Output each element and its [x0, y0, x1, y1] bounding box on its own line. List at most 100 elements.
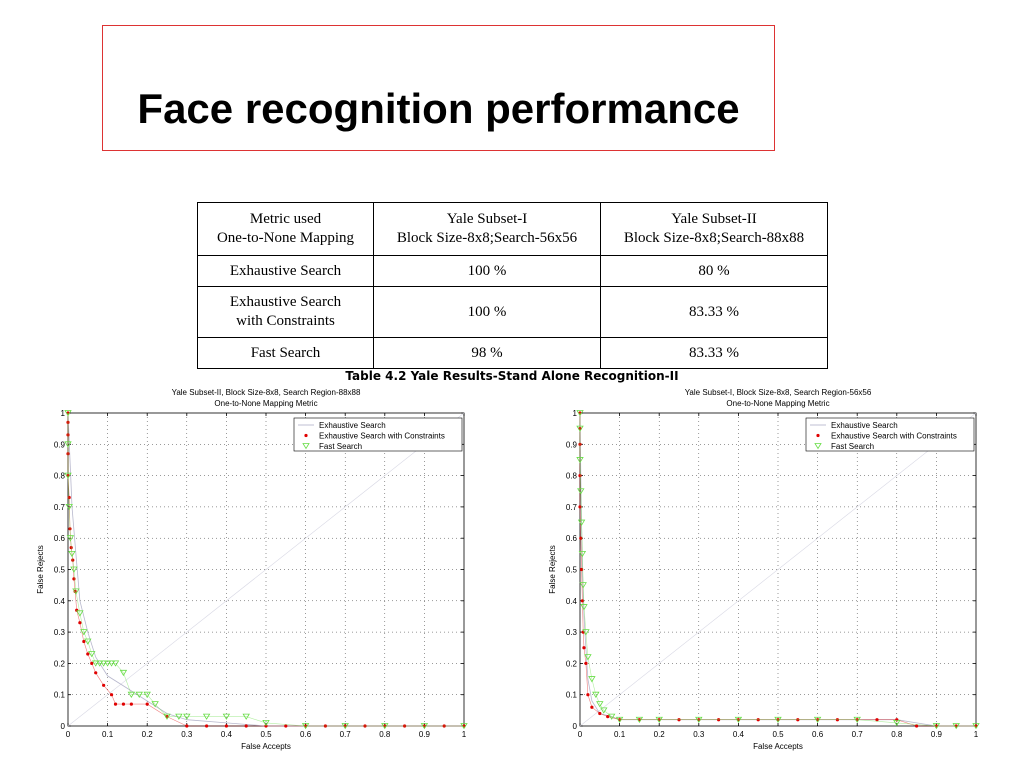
- data-point: [244, 724, 248, 728]
- data-point: [129, 702, 133, 706]
- diagonal-line: [67, 412, 465, 727]
- data-point: [579, 536, 583, 540]
- data-point: [67, 495, 71, 500]
- y-tick-label: 0.1: [566, 691, 578, 700]
- legend-box: [805, 417, 975, 452]
- y-axis-label: False Rejects: [548, 545, 557, 593]
- data-point: [127, 691, 136, 698]
- data-point: [635, 716, 644, 724]
- data-point: [284, 724, 288, 728]
- y-tick-label: 0.1: [54, 691, 66, 700]
- data-point: [578, 550, 587, 558]
- results-table: Metric used One-to-None Mapping Yale Subs…: [197, 202, 828, 369]
- data-point: [578, 505, 582, 509]
- data-point: [175, 713, 183, 720]
- data-point: [606, 715, 610, 719]
- table-cell: Exhaustive Search with Constraints: [197, 286, 374, 338]
- table-cell: Yale Subset-I Block Size-8x8;Search-56x56: [373, 202, 601, 256]
- legend-label: Exhaustive Search with Constraints: [831, 432, 957, 441]
- y-tick-label: 0.3: [54, 628, 66, 637]
- data-point: [202, 713, 211, 720]
- y-tick-label: 1: [61, 409, 66, 418]
- data-point: [813, 716, 822, 724]
- y-axis-label: False Rejects: [36, 545, 45, 593]
- y-tick-label: 0.7: [54, 503, 66, 512]
- y-tick-label: 0.9: [54, 440, 66, 449]
- data-point: [90, 661, 94, 665]
- table-row: Exhaustive Search with Constraints 100 % …: [197, 286, 828, 338]
- data-point: [262, 719, 270, 727]
- legend-label: Exhaustive Search with Constraints: [319, 432, 445, 441]
- data-point: [78, 621, 82, 625]
- y-tick-label: 0.5: [566, 566, 578, 575]
- data-point: [952, 723, 960, 730]
- table-cell: 80 %: [600, 255, 828, 287]
- data-point: [460, 723, 468, 730]
- x-tick-label: 0.5: [260, 730, 272, 739]
- x-axis-label: False Accepts: [241, 742, 291, 751]
- legend-label: Exhaustive Search: [319, 421, 386, 430]
- series-line: [67, 413, 464, 727]
- data-point: [577, 519, 586, 526]
- data-point: [578, 474, 582, 478]
- table-cell: Exhaustive Search: [197, 255, 374, 287]
- table-cell: 98 %: [373, 337, 601, 369]
- data-point: [102, 683, 106, 687]
- y-tick-label: 0.6: [566, 534, 578, 543]
- x-tick-label: 0.3: [693, 730, 705, 739]
- data-point: [109, 693, 114, 697]
- data-point: [135, 691, 143, 698]
- legend-box: [293, 417, 463, 452]
- data-point: [70, 566, 78, 573]
- data-point: [577, 488, 585, 495]
- data-point: [592, 691, 600, 698]
- x-tick-label: 0.7: [340, 730, 352, 739]
- table-cell: Fast Search: [197, 337, 374, 369]
- table-row: Fast Search 98 % 83.33 %: [197, 337, 828, 369]
- data-point: [64, 410, 72, 417]
- table-cell: Yale Subset-II Block Size-8x8;Search-88x8…: [600, 202, 828, 256]
- data-point: [88, 651, 96, 658]
- x-tick-label: 0.2: [142, 730, 154, 739]
- data-point: [590, 705, 594, 709]
- data-point: [895, 718, 899, 722]
- x-tick-label: 0.1: [614, 730, 626, 739]
- data-point: [224, 724, 228, 728]
- data-point: [151, 701, 159, 708]
- data-point: [607, 713, 616, 720]
- data-point: [107, 660, 116, 667]
- data-point: [600, 707, 608, 714]
- y-tick-label: 0: [61, 722, 66, 731]
- data-point: [655, 716, 663, 724]
- data-point: [576, 457, 584, 464]
- data-point: [615, 716, 624, 724]
- y-tick-label: 0.2: [54, 659, 66, 668]
- legend-swatch: [302, 443, 310, 450]
- data-point: [145, 702, 149, 706]
- chart-title: Yale Subset-I, Block Size-8x8, Search Re…: [685, 388, 872, 397]
- data-point: [584, 654, 592, 661]
- x-tick-label: 0: [578, 730, 583, 739]
- legend-swatch: [816, 433, 820, 438]
- y-tick-label: 0.2: [566, 659, 578, 668]
- data-point: [86, 652, 90, 656]
- chart-subtitle: One-to-None Mapping Metric: [214, 399, 317, 408]
- series-line: [579, 413, 976, 727]
- data-point: [84, 638, 92, 645]
- legend-label: Fast Search: [319, 442, 362, 451]
- x-tick-label: 0.9: [419, 730, 431, 739]
- y-tick-label: 0.8: [54, 472, 66, 481]
- data-point: [113, 702, 118, 706]
- data-point: [82, 639, 86, 644]
- data-point: [598, 711, 602, 716]
- data-point: [76, 610, 84, 617]
- x-tick-label: 1: [462, 730, 467, 739]
- data-point: [420, 723, 429, 730]
- data-point: [588, 676, 596, 683]
- legend-swatch: [304, 433, 308, 438]
- data-point: [972, 723, 980, 730]
- data-point: [103, 660, 112, 667]
- data-point: [66, 535, 75, 542]
- x-tick-label: 0: [66, 730, 71, 739]
- table-row: Exhaustive Search 100 % 80 %: [197, 255, 828, 287]
